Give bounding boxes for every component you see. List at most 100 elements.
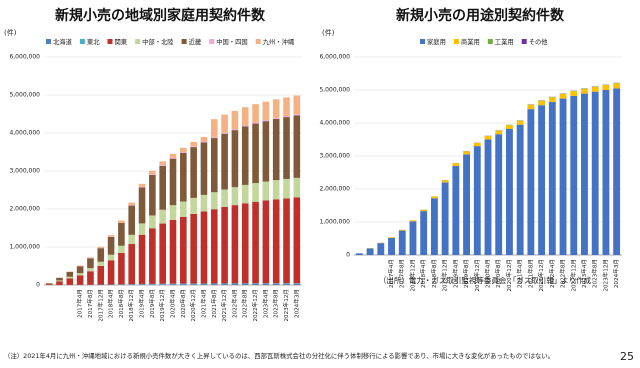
- bar-segment: [56, 280, 63, 282]
- bar-segment: [128, 202, 136, 206]
- bar-segment: [241, 283, 249, 285]
- bar-segment: [241, 203, 249, 284]
- bar-segment: [159, 284, 166, 285]
- x-tick-label: 2021年12月: [220, 289, 228, 322]
- y-tick-label: 4,000,000: [319, 120, 350, 127]
- bar-segment: [252, 104, 259, 123]
- bar-segment: [548, 101, 556, 255]
- bar-segment: [210, 209, 218, 284]
- bar-segment: [107, 260, 115, 285]
- y-tick-label: 5,000,000: [319, 87, 350, 94]
- x-tick-label: 2019年8月: [148, 289, 156, 318]
- bar-segment: [355, 253, 363, 255]
- bar-segment: [241, 284, 249, 285]
- bar-segment: [420, 209, 428, 212]
- footnote: （注）2021年4月に九州・沖縄地域における新規小売件数が大きく上昇しているのは…: [4, 351, 554, 360]
- y-tick-label: 3,000,000: [9, 168, 40, 175]
- x-tick-label: 2017年8月: [398, 259, 406, 288]
- bar-segment: [87, 271, 94, 285]
- bar-segment: [159, 209, 166, 224]
- bar-segment: [252, 123, 259, 184]
- y-tick-label: 1,000,000: [319, 219, 350, 226]
- bar-segment: [262, 283, 270, 285]
- bar-segment: [200, 142, 208, 195]
- legend-swatch: [79, 39, 85, 44]
- bar-segment: [118, 245, 125, 253]
- bar-segment: [138, 284, 146, 285]
- bar-segment: [76, 275, 84, 285]
- x-tick-label: 2024年3月: [612, 259, 620, 288]
- bar-segment: [190, 146, 197, 148]
- bar-segment: [210, 192, 218, 210]
- bar-segment: [56, 277, 63, 281]
- bar-segment: [252, 201, 259, 284]
- bar-segment: [241, 125, 249, 127]
- x-tick-label: 2021年4月: [199, 289, 207, 318]
- bar-segment: [613, 88, 621, 255]
- bar-segment: [221, 189, 228, 207]
- bar-segment: [138, 223, 146, 235]
- bar-segment: [97, 266, 105, 285]
- legend-label: 関東: [115, 37, 128, 46]
- legend-swatch: [46, 39, 51, 44]
- bar-segment: [76, 266, 84, 274]
- bar-segment: [388, 237, 395, 238]
- bar-segment: [388, 237, 395, 255]
- bar-segment: [97, 261, 105, 266]
- bar-segment: [190, 213, 197, 284]
- x-tick-label: 2018年4月: [107, 289, 115, 318]
- bar-segment: [169, 284, 177, 285]
- chart-title: 新規小売の用途別契約件数: [396, 7, 565, 24]
- x-tick-label: 2020年8月: [494, 259, 502, 288]
- legend-label: その他: [529, 37, 549, 46]
- bar-segment: [283, 198, 290, 284]
- bar-segment: [272, 283, 280, 284]
- bar-segment: [548, 97, 556, 102]
- bar-segment: [45, 283, 53, 284]
- bar-segment: [45, 284, 53, 285]
- x-tick-label: 2017年4月: [76, 289, 84, 318]
- bar-segment: [430, 198, 438, 255]
- bar-segment: [252, 283, 259, 284]
- bar-segment: [293, 197, 301, 284]
- bar-segment: [190, 147, 197, 198]
- bar-segment: [180, 152, 187, 202]
- y-tick-label: 6,000,000: [9, 54, 40, 61]
- x-tick-label: 2018年8月: [117, 289, 125, 318]
- bar-segment: [169, 158, 177, 206]
- bar-segment: [272, 283, 280, 285]
- legend-label: 中国・四国: [216, 37, 247, 46]
- x-tick-label: 2017年12月: [408, 259, 416, 292]
- legend-swatch: [487, 39, 493, 44]
- bar-segment: [463, 151, 470, 155]
- bar-segment: [149, 170, 156, 175]
- x-tick-label: 2017年4月: [387, 259, 395, 288]
- bar-segment: [570, 91, 578, 96]
- bar-segment: [180, 284, 187, 285]
- bar-segment: [409, 221, 417, 255]
- bar-segment: [210, 119, 218, 138]
- bar-segment: [169, 153, 177, 158]
- bar-segment: [262, 200, 270, 284]
- x-tick-label: 2019年8月: [462, 259, 470, 288]
- x-tick-label: 2021年8月: [210, 289, 218, 318]
- bar-segment: [169, 283, 177, 285]
- bar-segment: [495, 134, 503, 255]
- x-tick-label: 2020年12月: [505, 259, 513, 292]
- bar-segment: [581, 88, 588, 94]
- bar-segment: [66, 272, 74, 277]
- legend-swatch: [255, 39, 261, 44]
- bar-segment: [138, 234, 146, 284]
- bar-segment: [76, 273, 84, 276]
- bar-segment: [484, 139, 492, 255]
- x-tick-label: 2023年8月: [591, 259, 599, 288]
- bar-segment: [495, 130, 503, 135]
- bar-segment: [169, 205, 177, 220]
- source-note: （出所）電力・ガス取引監視等委員会 「ガス取引報」より作成: [379, 275, 592, 285]
- bar-segment: [159, 165, 166, 166]
- bar-segment: [180, 283, 187, 285]
- y-tick-label: 3,000,000: [319, 153, 350, 160]
- x-tick-label: 2020年8月: [179, 289, 187, 318]
- bar-segment: [581, 93, 588, 255]
- bar-segment: [252, 122, 259, 124]
